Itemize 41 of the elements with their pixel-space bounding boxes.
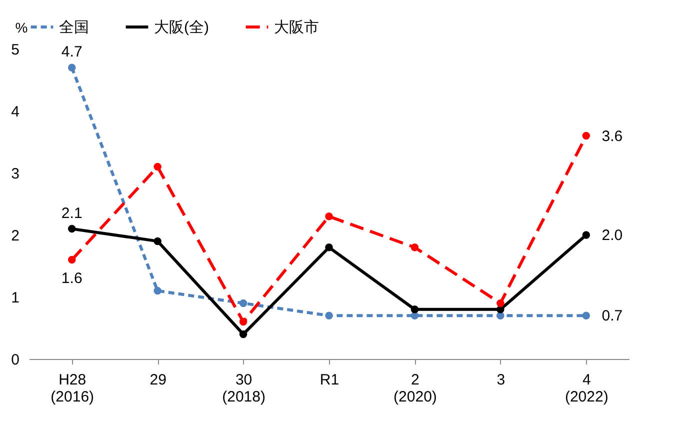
x-tick-label: 4 (2022): [564, 372, 608, 406]
point: [239, 299, 248, 308]
y-tick-label: 4: [11, 104, 20, 120]
point: [154, 237, 162, 246]
legend-label: 大阪(全): [154, 19, 209, 36]
point: [582, 231, 590, 239]
data-label: 2.0: [602, 227, 623, 244]
point: [410, 244, 419, 252]
y-tick-label: 1: [11, 290, 20, 306]
x-tick-label: 30 (2018): [222, 372, 266, 406]
data-label: 0.7: [602, 308, 623, 325]
data-label: 4.7: [61, 44, 82, 61]
point: [582, 312, 590, 320]
y-axis-title: %: [15, 20, 28, 36]
y-tick-label: 5: [11, 42, 20, 58]
x-tick-label: H28 (2016): [50, 372, 94, 406]
point: [239, 318, 248, 326]
point: [496, 299, 504, 308]
x-tick-label: 29: [150, 372, 166, 388]
data-label: 1.6: [61, 270, 82, 287]
data-label: 3.6: [602, 128, 623, 145]
point: [325, 312, 333, 320]
y-tick-label: 2: [11, 228, 20, 244]
point: [582, 132, 590, 140]
point: [325, 244, 333, 252]
point: [68, 224, 76, 233]
legend-label: 大阪市: [274, 19, 319, 36]
point: [325, 212, 333, 220]
point: [154, 162, 162, 171]
point: [239, 330, 248, 338]
legend-label: 全国: [59, 19, 89, 36]
point: [410, 306, 419, 314]
x-tick-label: R1: [320, 372, 340, 388]
data-label: 2.1: [61, 204, 82, 222]
point: [68, 64, 76, 72]
y-tick-label: 3: [11, 166, 20, 182]
point: [68, 256, 76, 264]
y-tick-label: 0: [11, 352, 20, 368]
x-tick-label: 3: [496, 372, 506, 388]
x-tick-label: 2 (2020): [394, 372, 437, 406]
point: [154, 286, 162, 295]
